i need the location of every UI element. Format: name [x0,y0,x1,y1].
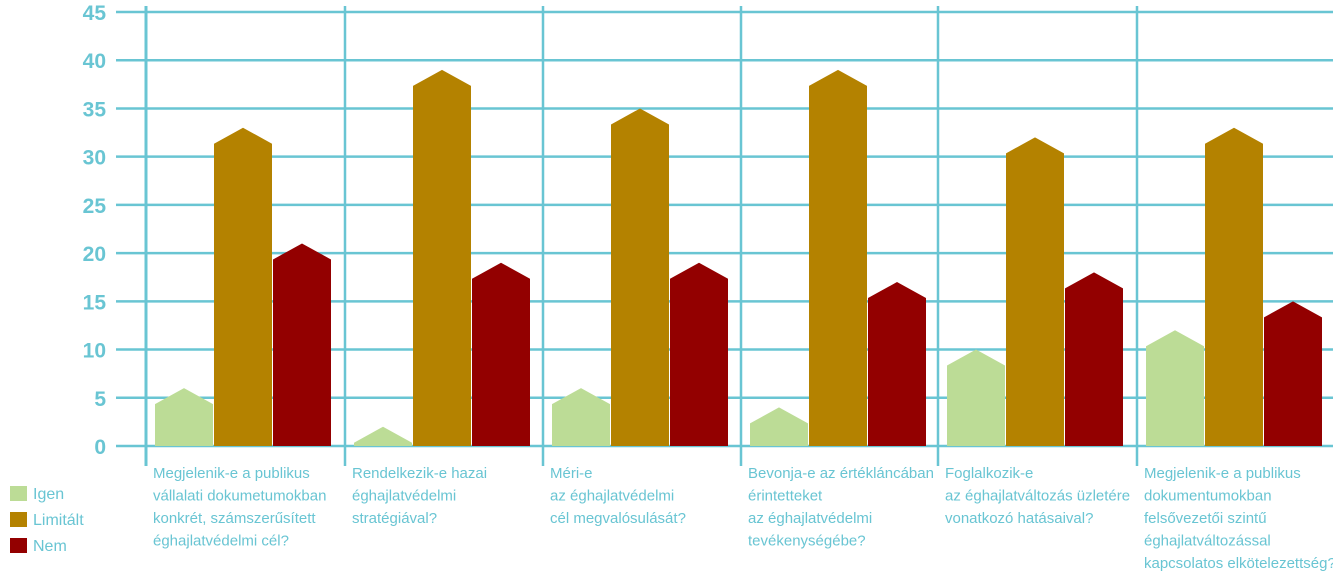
y-tick-label: 15 [83,291,107,314]
y-tick-label: 35 [83,98,107,121]
bar-limit-lt-1 [214,127,272,446]
category-label-line: Méri-e [550,465,593,482]
bar-limit-lt-4 [809,69,867,446]
legend-label: Limitált [33,512,84,529]
category-label-line: stratégiával? [352,510,437,527]
y-axis: 0 5 10 15 20 25 30 35 40 45 [83,2,107,459]
legend: Igen Limitált Nem [10,486,84,555]
bar-igen-4 [750,407,808,446]
category-label-line: Rendelkezik-e hazai [352,465,487,482]
legend-label: Nem [33,538,67,555]
bar-limit-lt-3 [611,108,669,446]
legend-swatch [10,486,27,501]
bar-nem-2 [472,262,530,446]
category-label-line: tevékenységébe? [748,533,866,550]
legend-label: Igen [33,486,64,503]
bar-nem-5 [1065,272,1123,446]
category-label: Bevonja-e az értékláncában érintetteket az… [748,465,934,550]
legend-swatch [10,538,27,553]
category-label-line: konkrét, számszerűsített [153,510,316,527]
category-label: Megjelenik-e a publikus vállalati dokumet… [153,465,326,550]
category-label: Rendelkezik-e hazai éghajlatvédelmi straté… [352,465,487,527]
y-tick-label: 30 [83,147,106,170]
category-label-line: éghajlatvédelmi cél? [153,533,289,550]
category-label-line: éghajlatvédelmi [352,488,456,505]
y-tick-label: 10 [83,340,106,363]
bar-nem-1 [273,243,331,446]
category-label-line: az éghajlatvédelmi [748,510,872,527]
category-label-line: cél megvalósulását? [550,510,686,527]
bars-layer [155,69,1322,446]
category-label: Méri-e az éghajlatvédelmi cél megvalósulás… [550,465,686,527]
category-label: Megjelenik-e a publikus dokumentumokban fe… [1144,465,1333,572]
category-label-line: felsővezetői szintű [1144,510,1267,527]
bar-limit-lt-6 [1205,127,1263,446]
bar-nem-4 [868,282,926,446]
category-label-line: éghajlatváltozással [1144,533,1271,550]
y-tick-label: 25 [83,195,107,218]
y-tick-label: 45 [83,2,107,25]
category-label-line: vonatkozó hatásaival? [945,510,1093,527]
bar-igen-3 [552,388,610,446]
category-label-line: dokumentumokban [1144,488,1272,505]
bar-nem-6 [1264,301,1322,446]
category-label: Foglalkozik-e az éghajlatváltozás üzletér… [945,465,1130,527]
category-labels: Megjelenik-e a publikus vállalati dokumet… [153,465,1333,572]
bar-igen-2 [354,426,412,446]
y-tick-label: 5 [94,388,106,411]
category-label-line: Foglalkozik-e [945,465,1033,482]
bar-limit-lt-2 [413,69,471,446]
category-label-line: kapcsolatos elkötelezettség? [1144,555,1333,572]
category-label-line: Bevonja-e az értékláncában [748,465,934,482]
bar-limit-lt-5 [1006,137,1064,446]
category-label-line: érintetteket [748,488,823,505]
category-label-line: vállalati dokumetumokban [153,488,326,505]
category-label-line: az éghajlatvédelmi [550,488,674,505]
y-tick-label: 20 [83,243,106,266]
bar-igen-6 [1146,330,1204,446]
category-label-line: Megjelenik-e a publikus [1144,465,1301,482]
legend-swatch [10,512,27,527]
category-label-line: Megjelenik-e a publikus [153,465,310,482]
y-tick-label: 0 [94,436,106,459]
bar-nem-3 [670,262,728,446]
bar-igen-5 [947,349,1005,446]
y-tick-label: 40 [83,50,106,73]
category-label-line: az éghajlatváltozás üzletére [945,488,1130,505]
bar-igen-1 [155,388,213,446]
